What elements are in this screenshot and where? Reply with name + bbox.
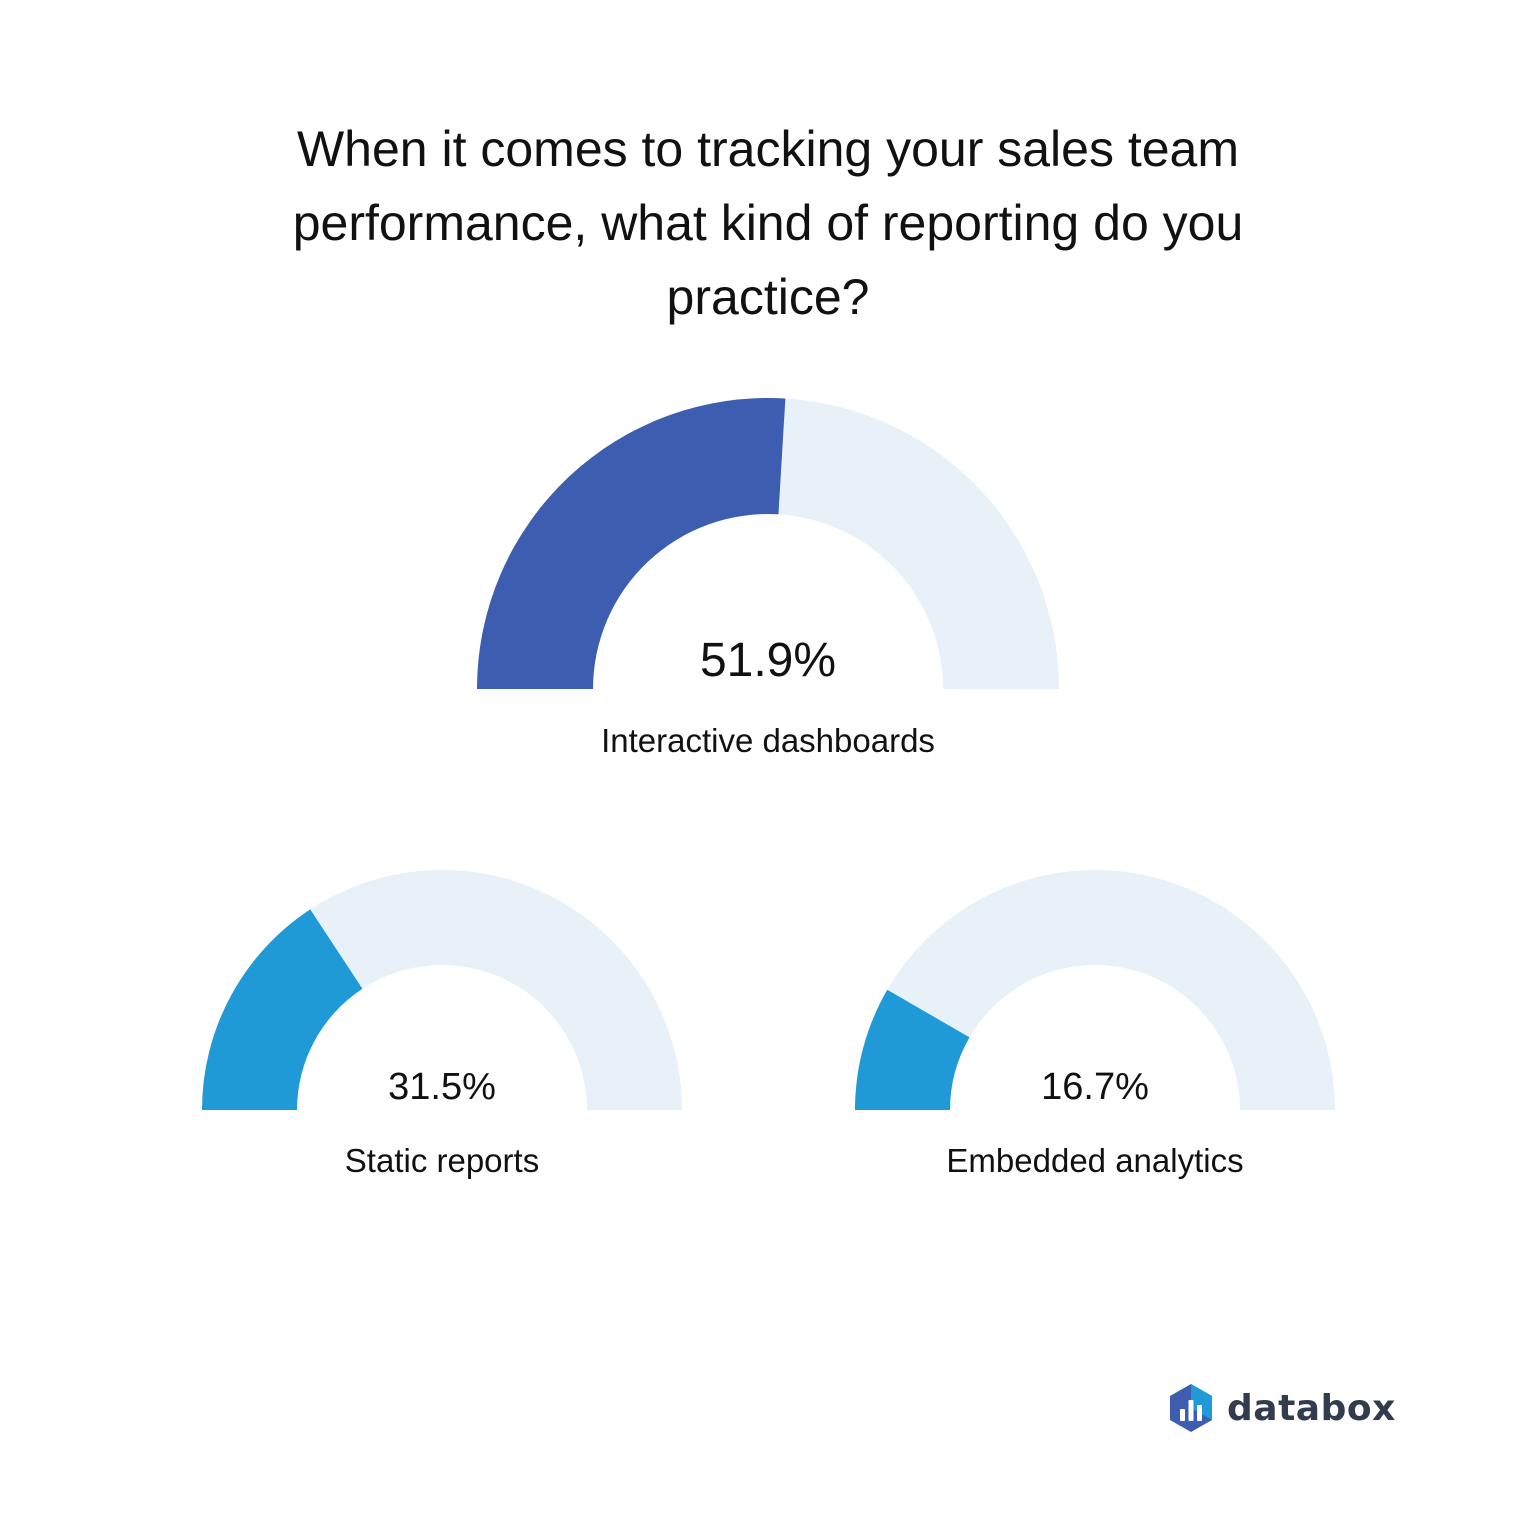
gauge-fill-interactive-dashboards xyxy=(477,398,786,689)
gauge-fill-embedded-analytics xyxy=(855,989,970,1110)
gauge-value-interactive-dashboards: 51.9% xyxy=(700,634,836,687)
gauge-label-embedded-analytics: Embedded analytics xyxy=(946,1142,1243,1179)
gauge-label-interactive-dashboards: Interactive dashboards xyxy=(601,722,935,759)
databox-hexagon-bars-icon xyxy=(1170,1384,1212,1432)
gauge-value-embedded-analytics: 16.7% xyxy=(1041,1066,1149,1108)
gauge-label-static-reports: Static reports xyxy=(345,1142,539,1179)
databox-wordmark: databox xyxy=(1227,1387,1396,1429)
gauge-value-static-reports: 31.5% xyxy=(388,1066,496,1108)
databox-logo: databox xyxy=(1167,1380,1396,1436)
gauge-track-embedded-analytics xyxy=(855,870,1335,1110)
chart-title: When it comes to tracking your sales tea… xyxy=(292,121,1244,325)
gauge-fill-static-reports xyxy=(202,909,363,1110)
